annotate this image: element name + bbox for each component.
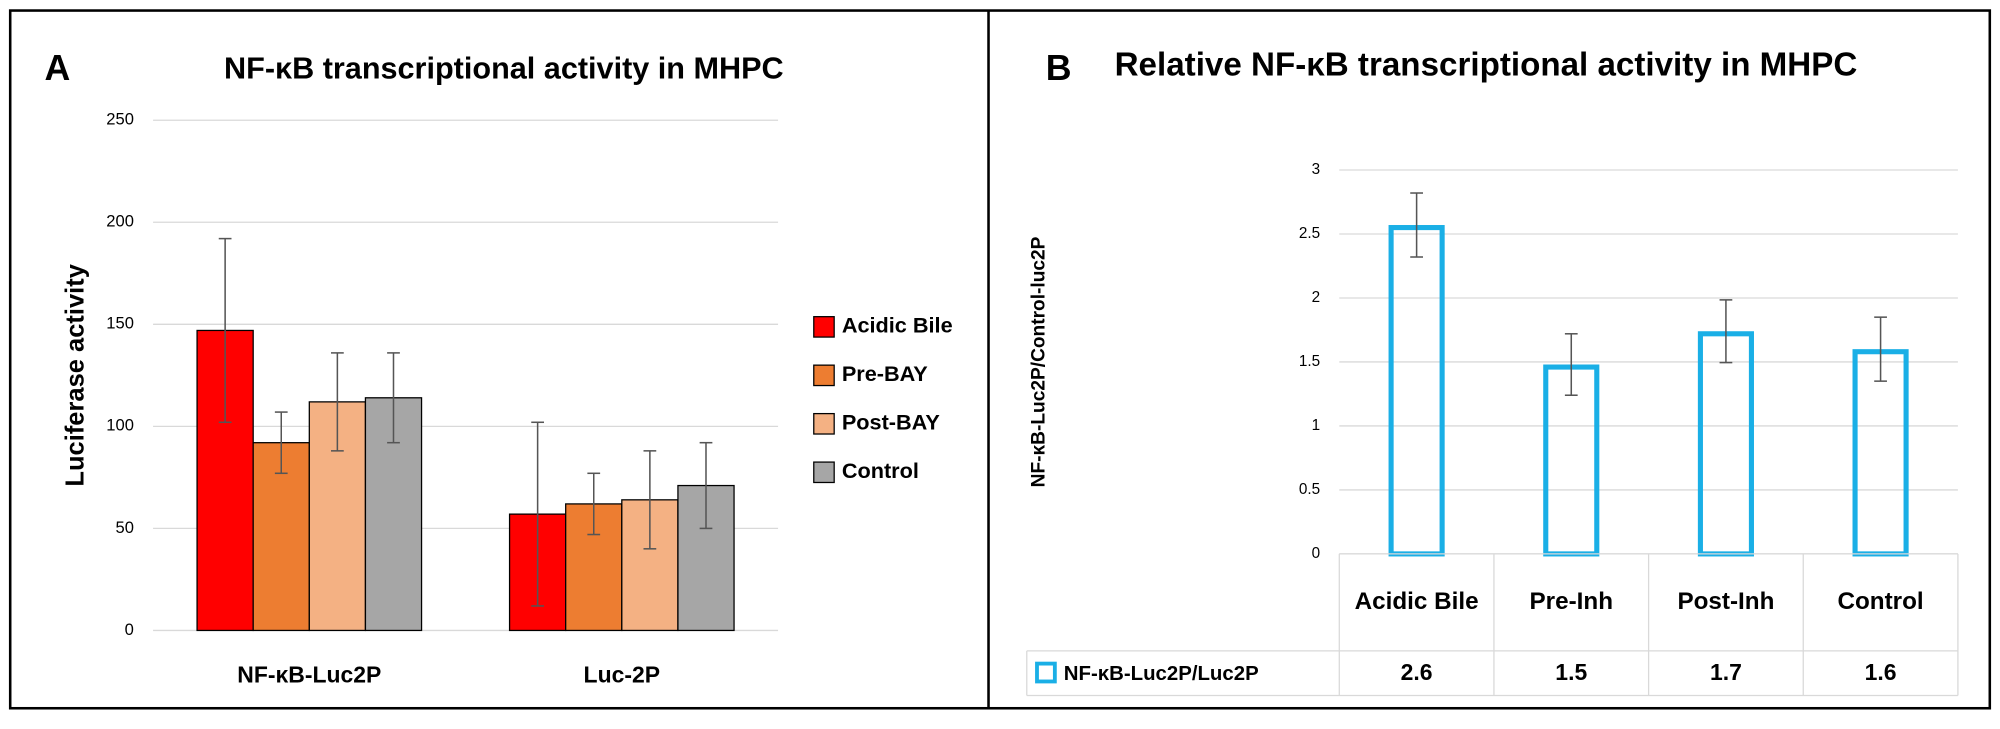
legend-swatch — [813, 316, 835, 338]
table-category: Control — [1837, 588, 1924, 616]
y-tick-label: 150 — [106, 314, 134, 333]
error-bar — [643, 450, 657, 550]
error-bar — [1410, 192, 1423, 258]
table-value-box: 1.7 — [1709, 659, 1742, 686]
table-value-box: 2.6 — [1400, 659, 1433, 686]
error-bar — [1564, 333, 1578, 396]
y-tick-label: 200 — [106, 212, 134, 231]
table-category: Acidic Bile — [1354, 588, 1479, 616]
y-tick-label: 1.5 — [1299, 353, 1320, 370]
table-category-box: Acidic Bile — [1354, 588, 1479, 616]
error-bar — [1874, 316, 1887, 382]
y-tick-label: 3 — [1312, 161, 1321, 178]
legend-swatch — [813, 412, 835, 435]
chart-title-box: Relative NF-κB transcriptional activity … — [1114, 44, 1858, 84]
panel-label: A — [44, 48, 70, 88]
table-category-box: Control — [1837, 588, 1924, 616]
y-tick-label: 0 — [1312, 545, 1321, 562]
x-tick-label: Luc-2P — [584, 661, 660, 687]
chart-title: NF-κB transcriptional activity in MHPC — [224, 52, 784, 86]
error-bar — [531, 421, 545, 607]
error-bar — [587, 472, 601, 536]
x-tick-label: NF-κB-Luc2P — [237, 661, 381, 687]
error-bar — [330, 352, 344, 452]
frame — [8, 9, 1992, 710]
y-tick-label: 2.5 — [1299, 225, 1320, 242]
y-axis-label: NF-κB-Luc2P/Control-luc2P — [1029, 236, 1050, 487]
y-tick-label: 2 — [1312, 289, 1321, 306]
error-bar — [387, 352, 400, 444]
table-value: 1.5 — [1555, 659, 1588, 686]
table-category-box: Pre-Inh — [1529, 588, 1614, 616]
table-category: Pre-Inh — [1529, 588, 1614, 616]
legend-label: Post-BAY — [842, 410, 940, 435]
legend-swatch — [813, 461, 835, 484]
table-value: 1.7 — [1709, 659, 1742, 686]
error-bar — [699, 441, 713, 530]
legend-label: NF-κB-Luc2P/Luc2P — [1064, 663, 1259, 685]
y-tick-label: 0.5 — [1299, 481, 1320, 498]
bar — [1388, 225, 1445, 557]
error-bar — [274, 411, 288, 475]
y-tick-label: 0 — [125, 620, 134, 639]
panel-label: B — [1046, 48, 1072, 88]
error-bar — [218, 237, 232, 424]
bar — [1852, 349, 1909, 557]
legend-label: Control — [842, 458, 919, 483]
bar — [1697, 331, 1754, 557]
table-category: Post-Inh — [1677, 588, 1775, 616]
legend-swatch — [1035, 661, 1057, 684]
table-value-box: 1.6 — [1864, 659, 1897, 686]
error-bar — [1719, 299, 1733, 364]
table-value: 1.6 — [1864, 659, 1897, 686]
table-category-box: Post-Inh — [1677, 588, 1775, 616]
legend-label: Pre-BAY — [842, 361, 928, 386]
table-value-box: 1.5 — [1555, 659, 1588, 686]
table-value: 2.6 — [1400, 659, 1433, 686]
legend-swatch — [813, 364, 835, 387]
y-axis-label: Luciferase activity — [61, 263, 89, 486]
y-tick-label: 1 — [1312, 417, 1321, 434]
y-tick-label: 250 — [106, 110, 134, 129]
y-tick-label: 50 — [115, 518, 133, 537]
y-tick-label: 100 — [106, 416, 134, 435]
legend-label: Acidic Bile — [842, 313, 953, 338]
chart-title: Relative NF-κB transcriptional activity … — [1114, 44, 1858, 84]
